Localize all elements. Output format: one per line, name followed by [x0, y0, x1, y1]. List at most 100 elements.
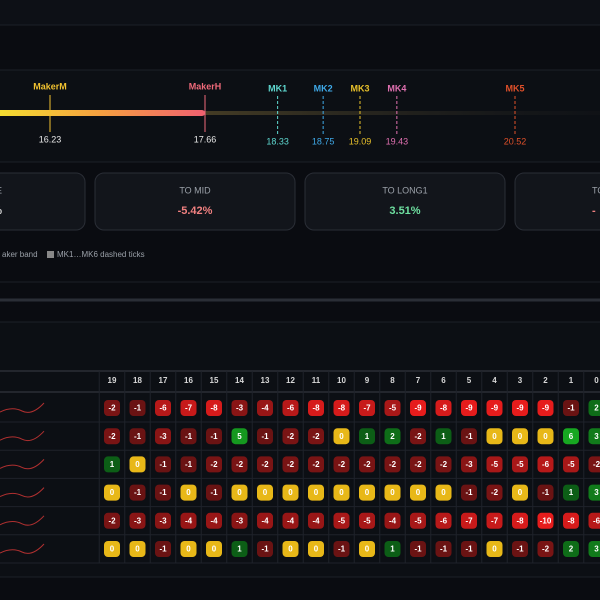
cell-value: 0: [339, 488, 344, 497]
cell-value: -6: [159, 404, 167, 413]
cell: [486, 484, 503, 501]
cell-value: -2: [312, 432, 320, 441]
column-header: 17: [159, 376, 168, 385]
cell: [461, 456, 477, 473]
cell: [231, 456, 248, 473]
cell-value: -8: [440, 404, 448, 413]
maker-name: MakerM: [33, 81, 67, 91]
maker-name: MakerH: [189, 81, 222, 91]
stat-card: [0, 172, 86, 231]
cell-value: -6: [593, 516, 600, 525]
cell: [129, 456, 146, 473]
cell: [180, 484, 197, 501]
cell-value: -4: [312, 516, 320, 525]
cell: [104, 428, 120, 445]
cell: [231, 484, 248, 501]
cell-value: -3: [236, 516, 244, 525]
cell: [588, 400, 600, 416]
cell-value: -2: [261, 460, 269, 469]
cell: [486, 456, 503, 473]
cell-value: -8: [210, 404, 218, 413]
cell-value: 0: [518, 488, 523, 497]
cell-value: 0: [390, 488, 395, 497]
column-header: 1: [569, 376, 574, 385]
card-value: %: [0, 205, 2, 217]
cell: [155, 400, 171, 416]
cell-value: -5: [491, 460, 499, 469]
cell-value: -4: [287, 516, 295, 525]
cell: [257, 512, 273, 529]
cell-value: -2: [363, 460, 371, 469]
cell-value: -4: [185, 516, 193, 525]
cell: [282, 512, 299, 529]
cell-value: -2: [389, 460, 397, 469]
cell-value: -1: [210, 488, 218, 497]
cell-value: 0: [212, 545, 217, 554]
cell-value: -6: [440, 516, 448, 525]
cell-value: -1: [261, 545, 269, 554]
cell-value: 0: [110, 488, 115, 497]
cell-value: -1: [261, 432, 269, 441]
top-bar: [0, 0, 600, 26]
cell-value: -1: [185, 460, 193, 469]
cell: [155, 484, 171, 501]
cell-value: -5: [389, 404, 397, 413]
column-header: 15: [210, 376, 219, 385]
sparkline: [0, 515, 45, 526]
cell: [180, 541, 197, 557]
cell: [206, 541, 222, 557]
cell: [563, 400, 579, 416]
cell-value: 0: [543, 432, 548, 441]
cell: [104, 512, 120, 529]
cell: [308, 512, 324, 529]
cell: [461, 512, 477, 529]
cell-value: -2: [414, 460, 422, 469]
maker-value: 17.66: [194, 134, 217, 144]
cell: [206, 428, 222, 445]
cell: [435, 484, 452, 501]
cell-value: -2: [108, 404, 116, 413]
cell: [359, 456, 375, 473]
cell: [384, 456, 401, 473]
cell: [410, 541, 426, 557]
cell: [180, 400, 197, 416]
cell-value: 0: [288, 545, 293, 554]
cell-value: -4: [261, 404, 269, 413]
cell-value: -8: [516, 516, 524, 525]
cell-value: 0: [186, 545, 191, 554]
cell-value: -1: [465, 545, 473, 554]
cell: [282, 484, 299, 501]
cell: [461, 400, 477, 416]
cell-value: -7: [185, 404, 193, 413]
cell: [410, 512, 426, 529]
band-fade: [205, 111, 600, 115]
cell-value: 0: [110, 545, 115, 554]
column-header: 19: [108, 376, 117, 385]
mark-name: MK5: [505, 83, 524, 93]
cell-value: -1: [414, 545, 422, 554]
sparkline: [0, 459, 45, 470]
mark-value: 18.75: [312, 136, 335, 146]
sparkline: [0, 543, 45, 554]
cell-value: -1: [159, 488, 167, 497]
cell: [537, 512, 554, 529]
cell-value: 0: [492, 432, 497, 441]
cell-value: -5: [414, 516, 422, 525]
cell-value: 0: [237, 488, 242, 497]
cell: [410, 484, 426, 501]
cell: [410, 456, 426, 473]
sparkline: [0, 430, 45, 442]
cell: [257, 428, 273, 445]
cell-value: -1: [440, 545, 448, 554]
cell-value: 2: [594, 404, 599, 413]
cell-value: 3: [594, 545, 599, 554]
cell: [155, 456, 171, 473]
mark-value: 19.43: [386, 136, 409, 146]
cell-value: 0: [339, 432, 344, 441]
cell-value: 0: [416, 488, 421, 497]
cell-value: -4: [210, 516, 218, 525]
cell-value: -1: [542, 488, 550, 497]
cell: [359, 541, 375, 557]
cell: [461, 541, 477, 557]
cell: [359, 400, 375, 416]
